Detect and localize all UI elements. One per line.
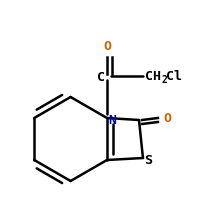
- Text: CH: CH: [145, 70, 161, 83]
- Text: Cl: Cl: [166, 70, 182, 83]
- Text: N: N: [108, 114, 116, 127]
- Text: S: S: [144, 153, 152, 166]
- Text: 2: 2: [162, 75, 168, 85]
- Text: C: C: [97, 71, 105, 84]
- Text: O: O: [163, 112, 171, 125]
- Text: O: O: [103, 40, 111, 53]
